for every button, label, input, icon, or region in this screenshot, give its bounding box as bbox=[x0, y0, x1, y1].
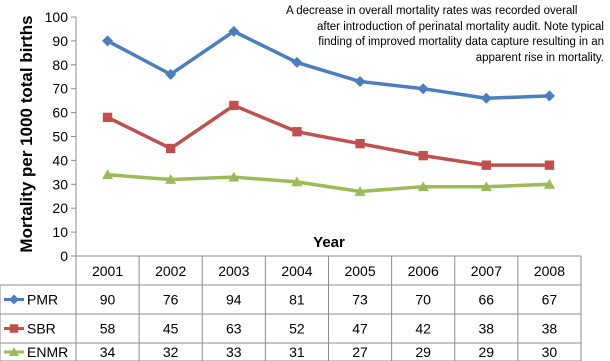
data-point-sbr bbox=[166, 143, 176, 154]
legend-key-marker bbox=[9, 294, 19, 305]
category-label: 2004 bbox=[281, 263, 312, 279]
table-cell-value: 63 bbox=[226, 321, 242, 337]
data-point-enmr bbox=[354, 185, 366, 196]
chart-annotation: A decrease in overall mortality rates wa… bbox=[256, 4, 604, 66]
legend-label: ENMR bbox=[27, 344, 68, 360]
series-line-sbr bbox=[106, 103, 550, 167]
data-point-sbr bbox=[355, 138, 365, 149]
annotation-line: apparent rise in mortality. bbox=[475, 51, 604, 64]
table-cell-value: 90 bbox=[100, 292, 116, 308]
data-point-enmr bbox=[417, 181, 429, 192]
y-tick-label: 80 bbox=[52, 57, 68, 73]
data-point-pmr bbox=[291, 56, 303, 68]
category-label: 2007 bbox=[471, 263, 502, 279]
data-point-enmr bbox=[165, 174, 177, 184]
table-cell-value: 31 bbox=[289, 344, 305, 360]
table-cell-value: 81 bbox=[289, 292, 305, 308]
table-cell-value: 30 bbox=[542, 344, 558, 360]
data-point-sbr bbox=[418, 150, 428, 161]
table-cell-value: 67 bbox=[542, 292, 558, 308]
table-cell-value: 29 bbox=[479, 344, 495, 360]
data-point-sbr bbox=[292, 127, 302, 137]
category-label: 2001 bbox=[92, 263, 123, 279]
table-cell-value: 76 bbox=[163, 292, 179, 308]
category-label: 2005 bbox=[344, 263, 375, 279]
data-point-enmr bbox=[291, 176, 303, 187]
table-cell-value: 38 bbox=[479, 321, 495, 337]
data-point-sbr bbox=[229, 100, 239, 111]
table-cell-value: 94 bbox=[226, 292, 242, 308]
table-cell-value: 66 bbox=[479, 292, 495, 308]
y-tick-label: 60 bbox=[52, 105, 68, 121]
y-tick-label: 0 bbox=[60, 248, 68, 264]
table-cell-value: 27 bbox=[352, 344, 368, 360]
x-axis-label: Year bbox=[313, 234, 345, 251]
data-point-enmr bbox=[102, 169, 114, 180]
annotation-line: after introduction of perinatal mortalit… bbox=[316, 20, 604, 33]
data-point-pmr bbox=[543, 90, 555, 102]
data-point-enmr bbox=[543, 178, 555, 189]
y-tick-label: 40 bbox=[52, 152, 68, 168]
table-cell-value: 33 bbox=[226, 344, 242, 360]
table-cell-value: 70 bbox=[415, 292, 431, 308]
table-cell-value: 42 bbox=[415, 321, 431, 337]
legend-label: PMR bbox=[27, 292, 58, 308]
table-cell-value: 58 bbox=[100, 321, 116, 337]
category-label: 2006 bbox=[408, 263, 439, 279]
series-line-pmr bbox=[106, 29, 550, 101]
y-tick-label: 10 bbox=[52, 224, 68, 240]
data-point-enmr bbox=[228, 171, 240, 182]
data-point-enmr bbox=[480, 181, 492, 192]
y-tick-label: 50 bbox=[52, 129, 68, 145]
data-point-sbr bbox=[544, 160, 555, 170]
data-point-pmr bbox=[228, 25, 240, 37]
table-cell-value: 38 bbox=[542, 321, 558, 337]
data-point-sbr bbox=[481, 160, 491, 170]
category-label: 2008 bbox=[534, 263, 565, 279]
legend-key-marker bbox=[9, 347, 19, 356]
y-tick-label: 30 bbox=[52, 176, 68, 192]
y-tick-label: 90 bbox=[52, 33, 68, 49]
data-point-pmr bbox=[102, 35, 114, 47]
y-axis-label: Mortality per 1000 total births bbox=[17, 15, 36, 252]
y-tick-label: 100 bbox=[45, 9, 69, 25]
annotation-line: finding of improved mortality data captu… bbox=[318, 36, 604, 48]
data-point-sbr bbox=[102, 112, 113, 123]
table-cell-value: 52 bbox=[289, 321, 305, 337]
data-point-pmr bbox=[165, 68, 177, 80]
annotation-line: A decrease in overall mortality rates wa… bbox=[286, 5, 578, 17]
table-cell-value: 73 bbox=[352, 292, 368, 308]
series-line-enmr bbox=[107, 172, 550, 194]
data-point-pmr bbox=[354, 76, 366, 88]
y-tick-label: 20 bbox=[52, 200, 68, 216]
legend-key-marker bbox=[9, 324, 19, 333]
table-cell-value: 29 bbox=[415, 344, 431, 360]
legend-label: SBR bbox=[27, 321, 56, 337]
table-cell-value: 47 bbox=[352, 321, 368, 337]
category-label: 2003 bbox=[218, 263, 249, 279]
table-cell-value: 32 bbox=[163, 344, 179, 360]
data-point-pmr bbox=[417, 83, 429, 95]
table-cell-value: 45 bbox=[163, 321, 179, 337]
data-point-pmr bbox=[480, 92, 492, 104]
table-cell-value: 34 bbox=[100, 344, 116, 360]
category-label: 2002 bbox=[155, 263, 186, 279]
y-tick-label: 70 bbox=[52, 81, 68, 97]
